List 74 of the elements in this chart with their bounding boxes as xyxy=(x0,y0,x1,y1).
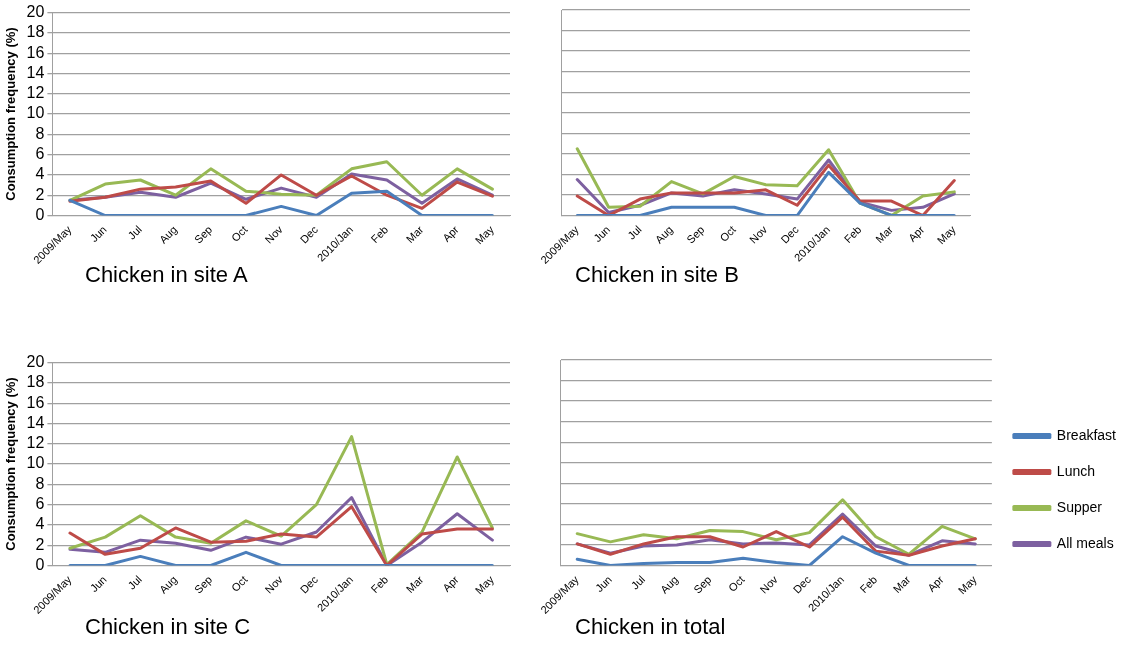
x-tick-label: Apr xyxy=(440,573,461,594)
y-tick-label: 4 xyxy=(35,515,45,533)
y-tick-label: 18 xyxy=(26,23,45,41)
y-axis-title: Consumption frequency (%) xyxy=(3,377,19,551)
x-tick-label: Jun xyxy=(87,573,109,595)
x-tick-label: Oct xyxy=(228,223,250,244)
x-tick-label: Nov xyxy=(747,222,770,246)
x-tick-label: Mar xyxy=(890,573,913,596)
x-tick-label: May xyxy=(472,222,497,247)
y-tick-label: 0 xyxy=(35,205,45,223)
x-tick-label: Mar xyxy=(403,223,426,246)
x-tick-label: Jul xyxy=(125,573,144,592)
y-tick-label: 10 xyxy=(26,104,45,122)
y-tick-label: 4 xyxy=(35,165,45,183)
y-tick-label: 8 xyxy=(35,124,45,142)
x-tick-label: Feb xyxy=(841,223,864,246)
x-tick-label: Sep xyxy=(691,573,714,596)
y-tick-label: 16 xyxy=(26,393,45,411)
x-tick-label: May xyxy=(955,572,980,597)
legend-label: Breakfast xyxy=(1056,426,1117,443)
y-tick-label: 6 xyxy=(35,145,45,163)
x-tick-label: Feb xyxy=(368,573,391,596)
x-tick-label: Nov xyxy=(262,222,286,246)
x-tick-label: Apr xyxy=(925,573,946,594)
x-tick-label: Jul xyxy=(125,223,144,242)
y-tick-label: 20 xyxy=(26,3,45,21)
y-tick-label: 0 xyxy=(35,555,45,573)
x-tick-label: Oct xyxy=(228,573,250,594)
y-tick-label: 8 xyxy=(35,474,45,492)
x-tick-label: Jun xyxy=(87,223,109,245)
x-tick-label: Feb xyxy=(368,223,391,246)
x-tick-label: Aug xyxy=(156,223,180,246)
text: Chicken in site C xyxy=(85,614,251,640)
y-tick-label: 14 xyxy=(26,413,45,431)
x-tick-label: Jul xyxy=(628,573,648,592)
x-tick-label: Apr xyxy=(905,223,927,244)
y-tick-label: 12 xyxy=(26,434,45,452)
y-axis-title: Consumption frequency (%) xyxy=(3,27,19,201)
x-tick-label: Oct xyxy=(717,223,738,244)
x-tick-label: Nov xyxy=(757,572,781,596)
x-tick-label: Dec xyxy=(297,222,321,246)
x-tick-label: Aug xyxy=(657,573,681,596)
y-tick-label: 6 xyxy=(35,495,45,513)
y-tick-label: 14 xyxy=(26,63,45,81)
x-tick-label: Jul xyxy=(625,223,644,242)
legend-label: All meals xyxy=(1056,534,1114,551)
x-tick-label: Mar xyxy=(403,573,426,596)
x-tick-label: Mar xyxy=(873,223,896,246)
text: Chicken in site B xyxy=(575,262,739,288)
text: Chicken in total xyxy=(575,614,726,640)
legend-label: Lunch xyxy=(1056,462,1096,479)
x-tick-label: Nov xyxy=(262,572,286,596)
x-tick-label: Sep xyxy=(192,223,215,246)
x-tick-label: Aug xyxy=(652,223,676,246)
y-tick-label: 20 xyxy=(26,353,45,371)
y-tick-label: 10 xyxy=(26,454,45,472)
y-tick-label: 2 xyxy=(35,185,45,203)
x-tick-label: Feb xyxy=(857,573,880,596)
y-tick-label: 12 xyxy=(26,84,45,102)
x-tick-label: May xyxy=(472,572,497,597)
y-tick-label: 2 xyxy=(35,535,45,553)
y-tick-label: 18 xyxy=(26,373,45,391)
x-tick-label: Jun xyxy=(592,573,614,595)
x-tick-label: Jun xyxy=(591,223,613,245)
y-tick-label: 16 xyxy=(26,43,45,61)
x-tick-label: Sep xyxy=(192,573,215,596)
x-tick-label: Sep xyxy=(684,223,707,246)
legend-label: Supper xyxy=(1056,498,1103,515)
x-tick-label: Apr xyxy=(440,223,461,244)
x-tick-label: Aug xyxy=(156,573,180,596)
text: Chicken in site A xyxy=(85,262,248,288)
x-tick-label: Oct xyxy=(726,573,747,594)
x-tick-label: Dec xyxy=(297,572,321,596)
x-tick-label: May xyxy=(934,222,959,247)
